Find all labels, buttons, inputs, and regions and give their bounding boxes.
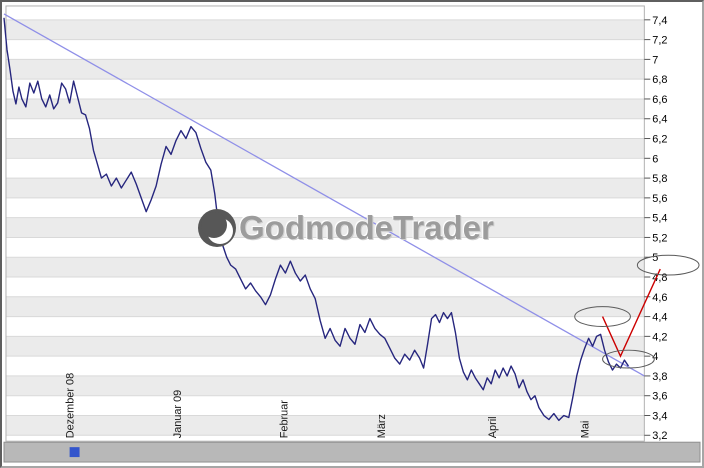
background-band: [5, 59, 645, 80]
x-axis-label: März: [376, 414, 388, 438]
y-axis-label: 7,4: [652, 15, 667, 27]
trend-line: [3, 13, 645, 377]
background-band: [5, 178, 645, 198]
y-axis-label: 5,8: [652, 173, 667, 185]
watermark: GodmodeTrader: [198, 209, 494, 247]
y-axis-label: 4,4: [652, 312, 667, 324]
y-axis-label: 5,2: [652, 232, 667, 244]
x-axis-label: April: [487, 416, 499, 438]
background-band: [5, 415, 645, 436]
y-axis-label: 7,2: [652, 35, 667, 47]
x-axis-label: Januar 09: [172, 390, 184, 438]
background-band: [5, 375, 645, 396]
y-axis-label: 6: [652, 153, 658, 165]
y-axis-label: 4,6: [652, 292, 667, 304]
price-line: [3, 17, 629, 422]
y-axis-label: 3,6: [652, 391, 667, 403]
annotation-arrow-path: [601, 268, 661, 358]
annotation-ellipse: [636, 254, 700, 276]
background-band: [5, 296, 645, 317]
y-axis-label: 4,2: [652, 331, 667, 343]
background-band: [5, 257, 645, 278]
x-axis-label: Mai: [580, 421, 592, 439]
background-band: [5, 336, 645, 357]
y-axis-label: 4: [652, 351, 658, 363]
background-band: [5, 98, 645, 119]
y-axis-label: 3,4: [652, 410, 667, 422]
background-band: [5, 19, 645, 40]
x-axis-label: Februar: [278, 400, 290, 439]
plot-border: [5, 5, 645, 442]
y-axis-label: 6,8: [652, 74, 667, 86]
watermark-text: GodmodeTrader: [239, 209, 494, 246]
time-axis-bar[interactable]: [3, 441, 701, 463]
y-axis-label: 6,2: [652, 134, 667, 146]
y-axis-label: 6,6: [652, 94, 667, 106]
y-axis-label: 5: [652, 252, 658, 264]
y-axis-label: 4,8: [652, 272, 667, 284]
godmodetrader-logo-icon: [198, 209, 236, 247]
y-axis-label: 5,6: [652, 193, 667, 205]
annotation-ellipse: [574, 306, 631, 327]
background-band: [5, 217, 645, 238]
y-axis-label: 3,8: [652, 371, 667, 383]
y-axis-label: 5,4: [652, 213, 667, 225]
y-axis-label: 3,2: [652, 430, 667, 442]
axis-marker[interactable]: [69, 447, 80, 458]
annotation-ellipse: [602, 349, 655, 369]
x-axis-label: Dezember 08: [65, 373, 77, 438]
background-band: [5, 138, 645, 159]
y-axis-label: 7: [652, 54, 658, 66]
y-axis-label: 6,4: [652, 114, 667, 126]
